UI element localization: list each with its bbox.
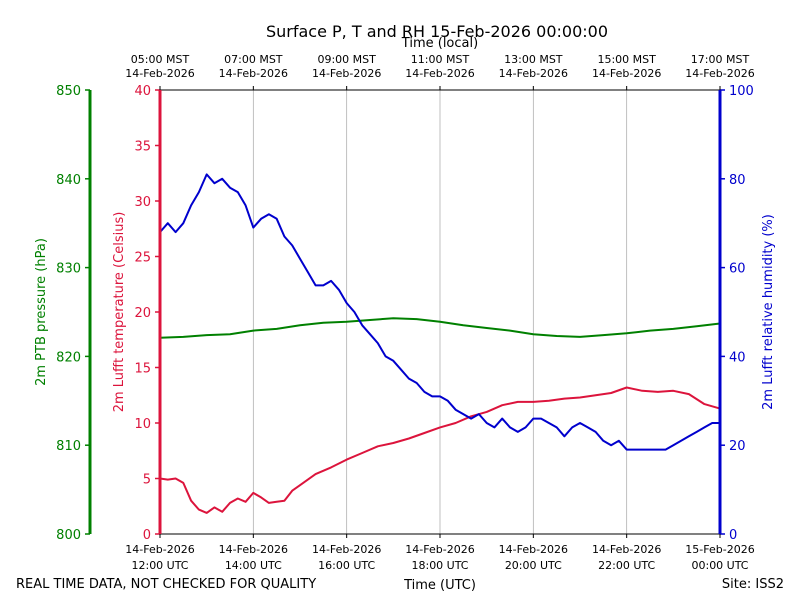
local-tick-time: 05:00 MST bbox=[131, 53, 190, 66]
utc-tick-time: 22:00 UTC bbox=[598, 559, 655, 572]
local-tick-date: 14-Feb-2026 bbox=[685, 67, 754, 80]
y-tick-label: 35 bbox=[134, 140, 151, 155]
y-tick-label: 40 bbox=[729, 350, 746, 365]
chart-title: Surface P, T and RH 15-Feb-2026 00:00:00 bbox=[266, 22, 608, 41]
y-tick-label: 5 bbox=[143, 473, 151, 488]
utc-tick-time: 00:00 UTC bbox=[691, 559, 748, 572]
humidity-series-line bbox=[159, 173, 720, 451]
local-tick-date: 14-Feb-2026 bbox=[219, 67, 288, 80]
utc-tick-date: 14-Feb-2026 bbox=[499, 543, 568, 556]
utc-tick-date: 14-Feb-2026 bbox=[125, 543, 194, 556]
local-tick-date: 14-Feb-2026 bbox=[125, 67, 194, 80]
local-tick-time: 11:00 MST bbox=[411, 53, 470, 66]
utc-axis-ticks: 14-Feb-2026 12:00 UTC 14-Feb-2026 14:00 UTC… bbox=[125, 534, 755, 572]
y-tick-label: 0 bbox=[143, 528, 151, 543]
y-tick-label: 840 bbox=[56, 173, 81, 188]
quality-note: REAL TIME DATA, NOT CHECKED FOR QUALITY bbox=[16, 577, 316, 592]
local-tick-date: 14-Feb-2026 bbox=[592, 67, 661, 80]
local-tick-date: 14-Feb-2026 bbox=[312, 67, 381, 80]
pressure-series-line bbox=[159, 317, 721, 339]
y-tick-label: 20 bbox=[134, 306, 151, 321]
site-label: Site: ISS2 bbox=[722, 577, 784, 592]
utc-tick-date: 14-Feb-2026 bbox=[405, 543, 474, 556]
local-tick-time: 15:00 MST bbox=[597, 53, 656, 66]
utc-tick-date: 14-Feb-2026 bbox=[592, 543, 661, 556]
local-tick-time: 17:00 MST bbox=[691, 53, 750, 66]
utc-tick-date: 15-Feb-2026 bbox=[685, 543, 754, 556]
local-tick-date: 14-Feb-2026 bbox=[405, 67, 474, 80]
utc-tick-date: 14-Feb-2026 bbox=[312, 543, 381, 556]
local-tick-date: 14-Feb-2026 bbox=[499, 67, 568, 80]
y-tick-label: 100 bbox=[729, 84, 754, 99]
temperature-series-line bbox=[159, 386, 721, 514]
y-tick-label: 25 bbox=[134, 251, 151, 266]
y-tick-label: 820 bbox=[56, 350, 81, 365]
local-tick-time: 13:00 MST bbox=[504, 53, 563, 66]
utc-tick-time: 20:00 UTC bbox=[505, 559, 562, 572]
humidity-axis-label: 2m Lufft relative humidity (%) bbox=[761, 214, 776, 410]
y-tick-label: 830 bbox=[56, 262, 81, 277]
utc-tick-date: 14-Feb-2026 bbox=[219, 543, 288, 556]
y-tick-label: 20 bbox=[729, 439, 746, 454]
utc-tick-time: 12:00 UTC bbox=[131, 559, 188, 572]
utc-tick-time: 18:00 UTC bbox=[411, 559, 468, 572]
humidity-axis-ticks: 0 20 40 60 80 100 bbox=[720, 84, 754, 543]
pressure-axis-ticks: 800 810 820 830 840 850 bbox=[56, 84, 90, 543]
top-axis-title: Time (local) bbox=[401, 36, 478, 51]
y-tick-label: 850 bbox=[56, 84, 81, 99]
y-tick-label: 30 bbox=[134, 195, 151, 210]
local-tick-time: 07:00 MST bbox=[224, 53, 283, 66]
y-tick-label: 0 bbox=[729, 528, 737, 543]
local-tick-time: 09:00 MST bbox=[317, 53, 376, 66]
pressure-axis-label: 2m PTB pressure (hPa) bbox=[34, 238, 49, 386]
x-axis-label: Time (UTC) bbox=[403, 578, 476, 593]
y-tick-label: 60 bbox=[729, 262, 746, 277]
utc-tick-time: 16:00 UTC bbox=[318, 559, 375, 572]
series-layer bbox=[159, 173, 721, 514]
y-tick-label: 80 bbox=[729, 173, 746, 188]
y-tick-label: 800 bbox=[56, 528, 81, 543]
temperature-axis-ticks: 0 5 10 15 20 25 30 35 40 bbox=[134, 84, 160, 543]
y-tick-label: 810 bbox=[56, 439, 81, 454]
y-tick-label: 15 bbox=[134, 362, 151, 377]
y-tick-label: 10 bbox=[134, 417, 151, 432]
utc-tick-time: 14:00 UTC bbox=[225, 559, 282, 572]
temperature-axis-label: 2m Lufft temperature (Celsius) bbox=[112, 212, 127, 413]
y-tick-label: 40 bbox=[134, 84, 151, 99]
